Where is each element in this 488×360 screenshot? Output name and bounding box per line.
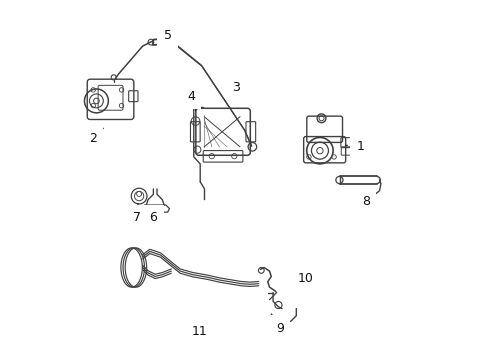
Text: 6: 6 xyxy=(149,211,157,224)
Text: 8: 8 xyxy=(361,194,369,208)
Text: 7: 7 xyxy=(132,203,141,224)
Text: 3: 3 xyxy=(224,81,239,100)
Text: 2: 2 xyxy=(88,128,103,145)
Text: 11: 11 xyxy=(192,325,207,338)
Text: 10: 10 xyxy=(295,272,312,285)
Text: 5: 5 xyxy=(163,29,171,43)
Text: 1: 1 xyxy=(345,140,364,153)
Text: 9: 9 xyxy=(276,320,284,335)
Text: 4: 4 xyxy=(186,90,195,111)
